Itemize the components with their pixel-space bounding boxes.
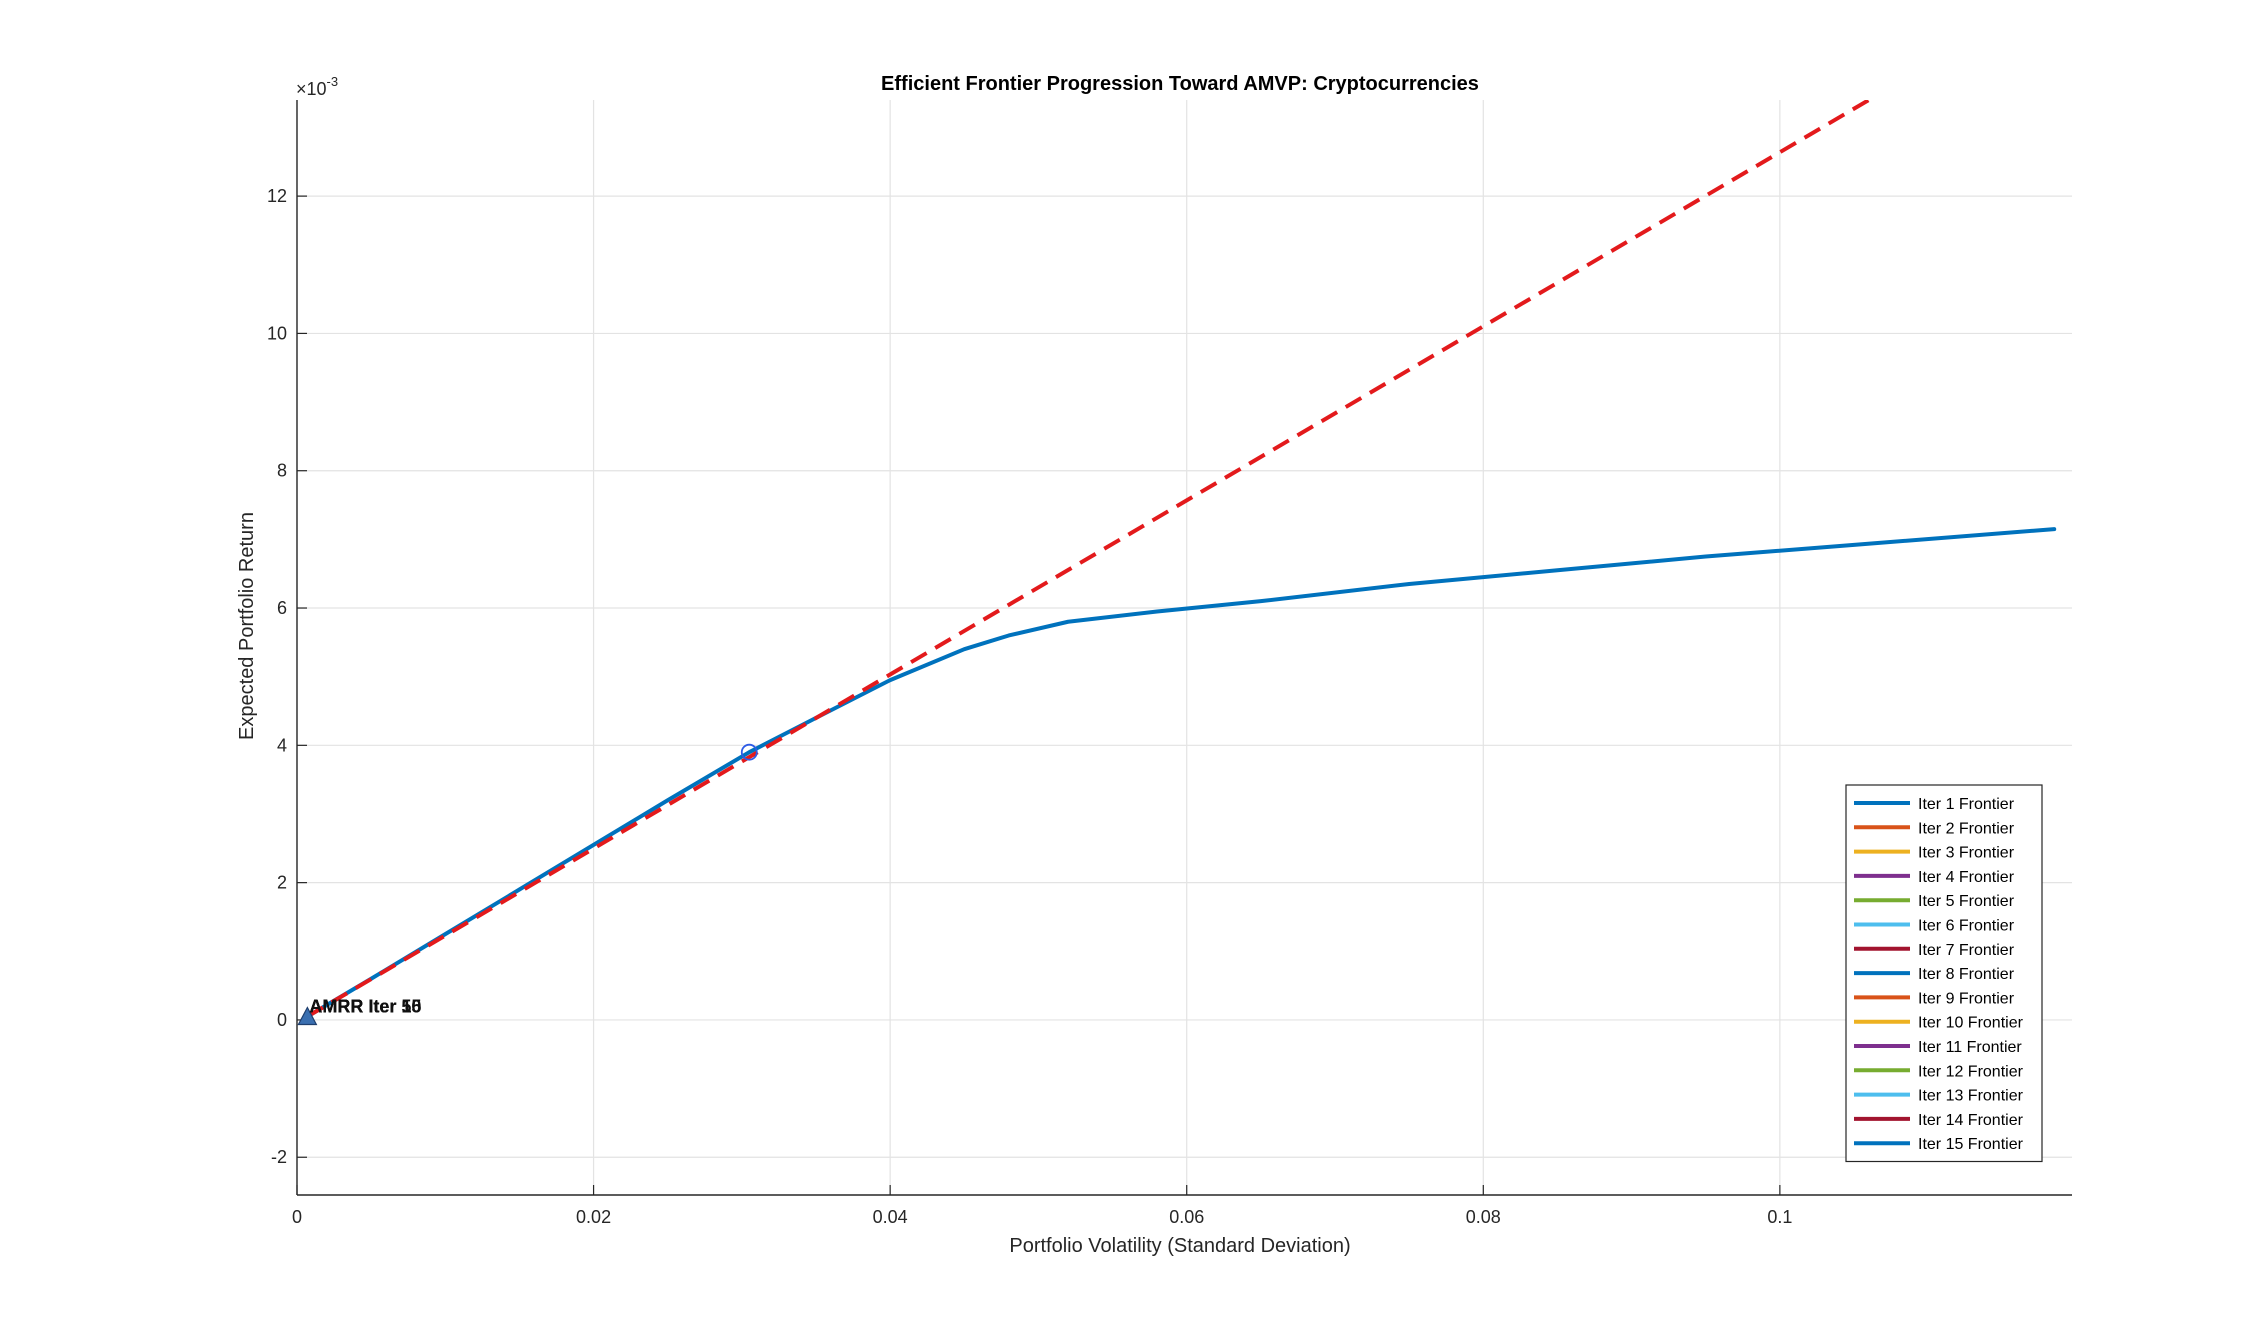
axes: 0 0.02 0.04 0.06 0.08 0.1 -2 0 2 4 6 8 10 12 [267, 100, 2072, 1227]
legend-entry-label: Iter 10 Frontier [1918, 1015, 2024, 1032]
legend-entry-label: Iter 12 Frontier [1918, 1063, 2024, 1080]
legend: Iter 1 Frontier Iter 2 Frontier Iter 3 Fro… [1845, 784, 2043, 1163]
y-tick-label: 12 [267, 186, 287, 206]
legend-entry-label: Iter 15 Frontier [1918, 1136, 2024, 1153]
legend-entry-label: Iter 11 Frontier [1918, 1039, 2022, 1056]
amvp-label: AMRR Iter 10 [309, 997, 421, 1017]
x-tick-label: 0.04 [873, 1207, 908, 1227]
legend-entry-label: Iter 5 Frontier [1918, 893, 2015, 910]
y-tick-label: 0 [277, 1010, 287, 1030]
x-axis-label: Portfolio Volatility (Standard Deviation… [1009, 1235, 1350, 1257]
amvp-label: AMRR Iter 1 [309, 997, 411, 1017]
plot-background [297, 100, 2072, 1195]
legend-entry-label: Iter 3 Frontier [1918, 845, 2015, 862]
amvp-label: AMRR Iter 15 [309, 997, 421, 1017]
chart-title: Efficient Frontier Progression Toward AM… [881, 73, 1479, 95]
legend-entry-label: Iter 13 Frontier [1918, 1088, 2024, 1105]
legend-entry-label: Iter 4 Frontier [1918, 869, 2015, 886]
legend-entry-label: Iter 7 Frontier [1918, 942, 2015, 959]
y-tick-label: -2 [271, 1147, 287, 1167]
tangency-point-marker [740, 743, 758, 761]
svg-text:×10-3: ×10-3 [296, 74, 338, 99]
y-tick-label: 8 [277, 461, 287, 481]
y-exponent-base: ×10 [296, 79, 327, 99]
legend-entry-label: Iter 9 Frontier [1918, 990, 2015, 1007]
y-axis-exponent: ×10-3 [296, 74, 338, 99]
grid-lines [296, 100, 2072, 1195]
y-exponent-power: -3 [327, 74, 339, 89]
legend-entry-label: Iter 1 Frontier [1918, 796, 2015, 813]
capital-market-line [306, 100, 1870, 1019]
y-tick-label: 4 [277, 735, 287, 755]
x-tick-label: 0 [292, 1207, 302, 1227]
y-tick-label: 6 [277, 598, 287, 618]
y-axis-label: Expected Portfolio Return [236, 512, 258, 740]
legend-entry-label: Iter 8 Frontier [1918, 966, 2015, 983]
x-tick-label: 0.02 [576, 1207, 611, 1227]
x-tick-label: 0.1 [1767, 1207, 1792, 1227]
y-tick-label: 10 [267, 323, 287, 343]
y-tick-label: 2 [277, 873, 287, 893]
frontier-line [305, 527, 2057, 1019]
plot-series-group [305, 100, 2057, 1019]
legend-entry-label: Iter 14 Frontier [1918, 1112, 2024, 1129]
x-tick-label: 0.08 [1466, 1207, 1501, 1227]
amvp-marker [297, 1006, 318, 1026]
x-tick-label: 0.06 [1169, 1207, 1204, 1227]
legend-entry-label: Iter 6 Frontier [1918, 918, 2015, 935]
legend-entry-label: Iter 2 Frontier [1918, 820, 2015, 837]
amvp-label: AMRR Iter 5 [309, 997, 411, 1017]
